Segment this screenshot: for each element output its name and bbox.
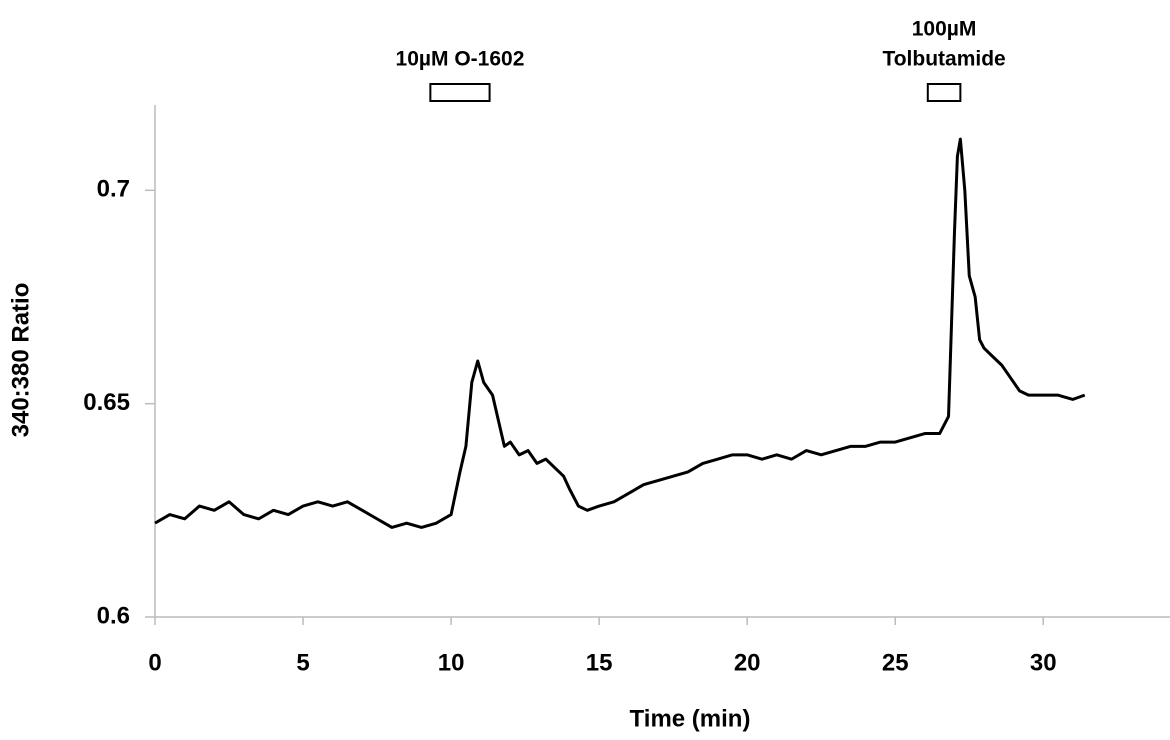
treatment-label: 100µM	[912, 18, 977, 41]
x-tick-label: 30	[1030, 649, 1057, 676]
x-tick-label: 5	[296, 649, 309, 676]
x-tick-label: 25	[882, 649, 909, 676]
x-tick-label: 0	[148, 649, 161, 676]
y-tick-label: 0.6	[97, 602, 130, 629]
treatment-bar	[429, 83, 491, 102]
treatment-label: Tolbutamide	[882, 48, 1005, 71]
treatment-label: 10µM O-1602	[396, 48, 525, 71]
y-tick-label: 0.7	[97, 176, 130, 203]
x-axis-title: Time (min)	[630, 705, 751, 732]
x-tick-label: 15	[586, 649, 613, 676]
x-tick-label: 10	[438, 649, 465, 676]
y-axis-title: 340:380 Ratio	[7, 283, 34, 438]
treatment-bar	[926, 83, 962, 102]
x-tick-label: 20	[734, 649, 761, 676]
data-line	[154, 137, 1086, 529]
y-tick-label: 0.65	[83, 389, 130, 416]
